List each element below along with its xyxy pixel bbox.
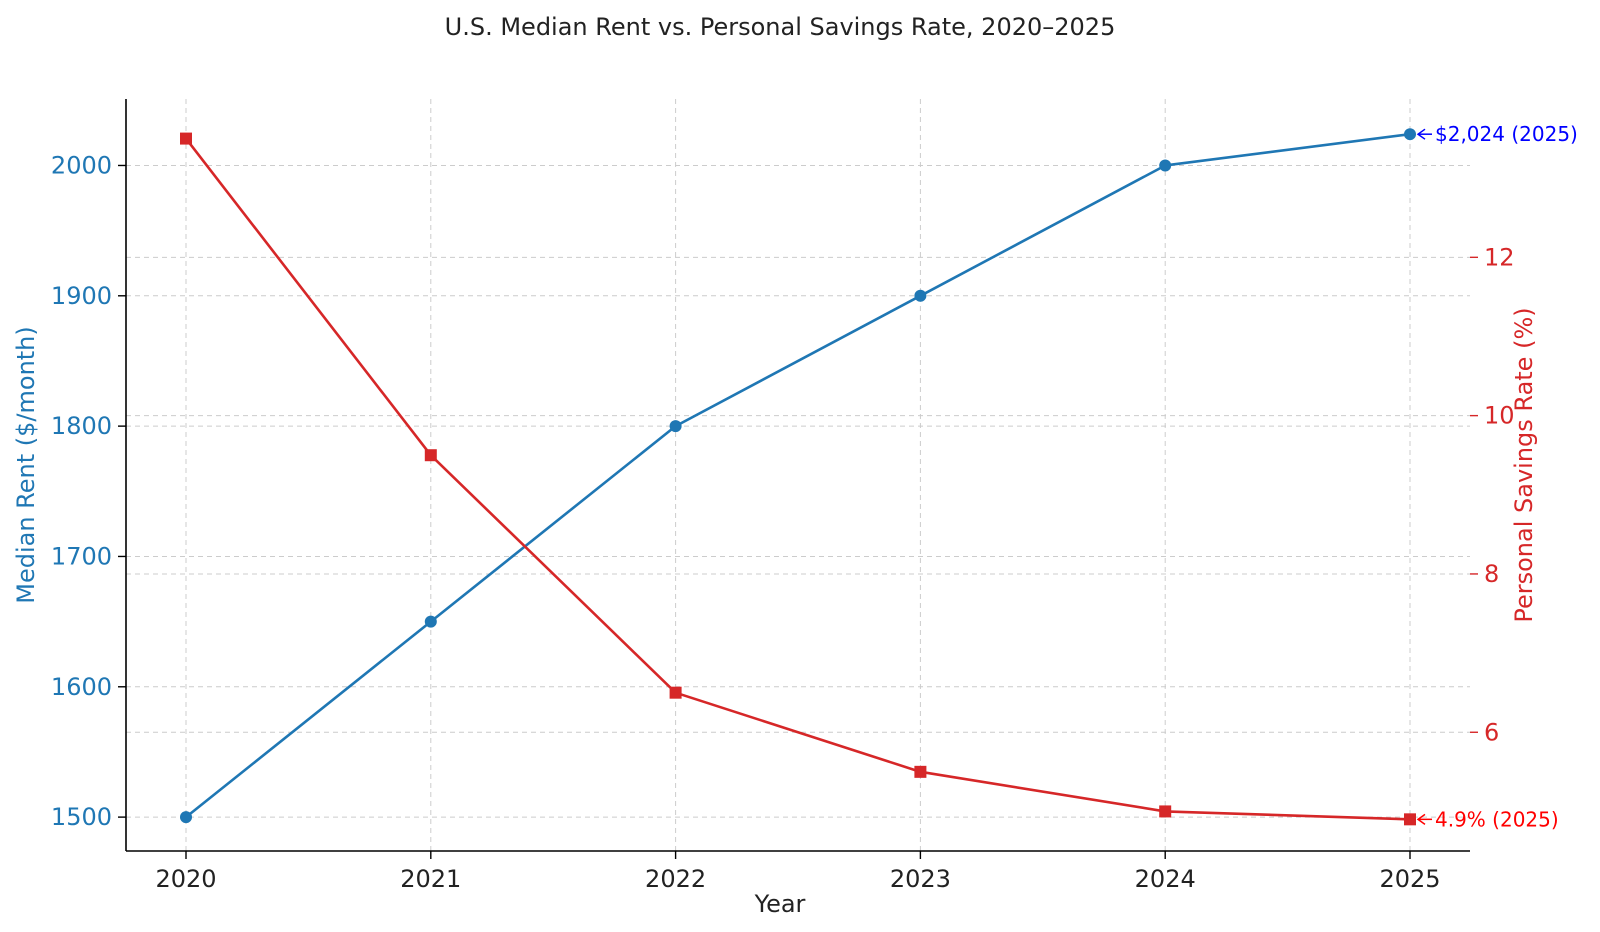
x-tick-label: 2025 (1379, 865, 1440, 893)
x-tick-label: 2023 (890, 865, 951, 893)
annotation: $2,024 (2025) (1416, 122, 1578, 146)
annotation-arrow-head (1416, 128, 1426, 140)
y-axis-left-label: Median Rent ($/month) (12, 326, 40, 604)
data-point-square (180, 132, 192, 145)
y-axis-right-label: Personal Savings Rate (%) (1510, 307, 1538, 622)
series-line (185, 132, 1411, 819)
y-right-tick-label: 6 (1484, 718, 1499, 746)
y-right-tick-label: 12 (1484, 243, 1515, 271)
series-median-rent (180, 128, 1416, 824)
x-tick-label: 2024 (1135, 865, 1196, 893)
annotation: 4.9% (2025) (1416, 807, 1559, 831)
series-savings-rate (180, 132, 1416, 826)
series-line (184, 137, 1411, 821)
data-point-circle (1404, 128, 1416, 141)
data-point-square (1404, 813, 1416, 826)
y-left-tick-label: 1700 (51, 542, 112, 570)
series-layer (180, 128, 1416, 826)
data-point-circle (914, 289, 927, 302)
y-left-tick-label: 2000 (51, 151, 112, 179)
data-point-square (669, 686, 682, 699)
y-right-tick-label: 10 (1484, 402, 1515, 430)
y-left-tick-label: 1500 (51, 803, 112, 831)
x-tick-label: 2020 (155, 865, 216, 893)
grid-layer (126, 99, 1470, 851)
data-point-circle (669, 420, 682, 433)
data-point-square (424, 449, 437, 462)
annotation-text: 4.9% (2025) (1435, 807, 1559, 831)
annotation-arrow-head (1416, 813, 1426, 825)
chart-title: U.S. Median Rent vs. Personal Savings Ra… (445, 13, 1116, 41)
y-left-tick-label: 1900 (51, 282, 112, 310)
y-left-tick-label: 1600 (51, 673, 112, 701)
y-left-tick-label: 1800 (51, 412, 112, 440)
data-point-circle (424, 615, 437, 628)
data-point-circle (1159, 159, 1172, 172)
tick-layer: 2020 2021 2022 2023 2024 2025 1500 1600 1700 1800… (51, 151, 1515, 893)
data-point-square (914, 765, 927, 778)
x-axis-label: Year (754, 890, 806, 918)
annotation-text: $2,024 (2025) (1435, 122, 1578, 146)
data-point-circle (180, 811, 192, 824)
x-tick-label: 2021 (400, 865, 461, 893)
y-right-tick-label: 8 (1484, 560, 1499, 588)
annot-layer: $2,024 (2025) 4.9% (2025) (1416, 122, 1578, 831)
data-point-square (1159, 805, 1172, 818)
spine-layer (125, 99, 1470, 852)
x-tick-label: 2022 (645, 865, 706, 893)
